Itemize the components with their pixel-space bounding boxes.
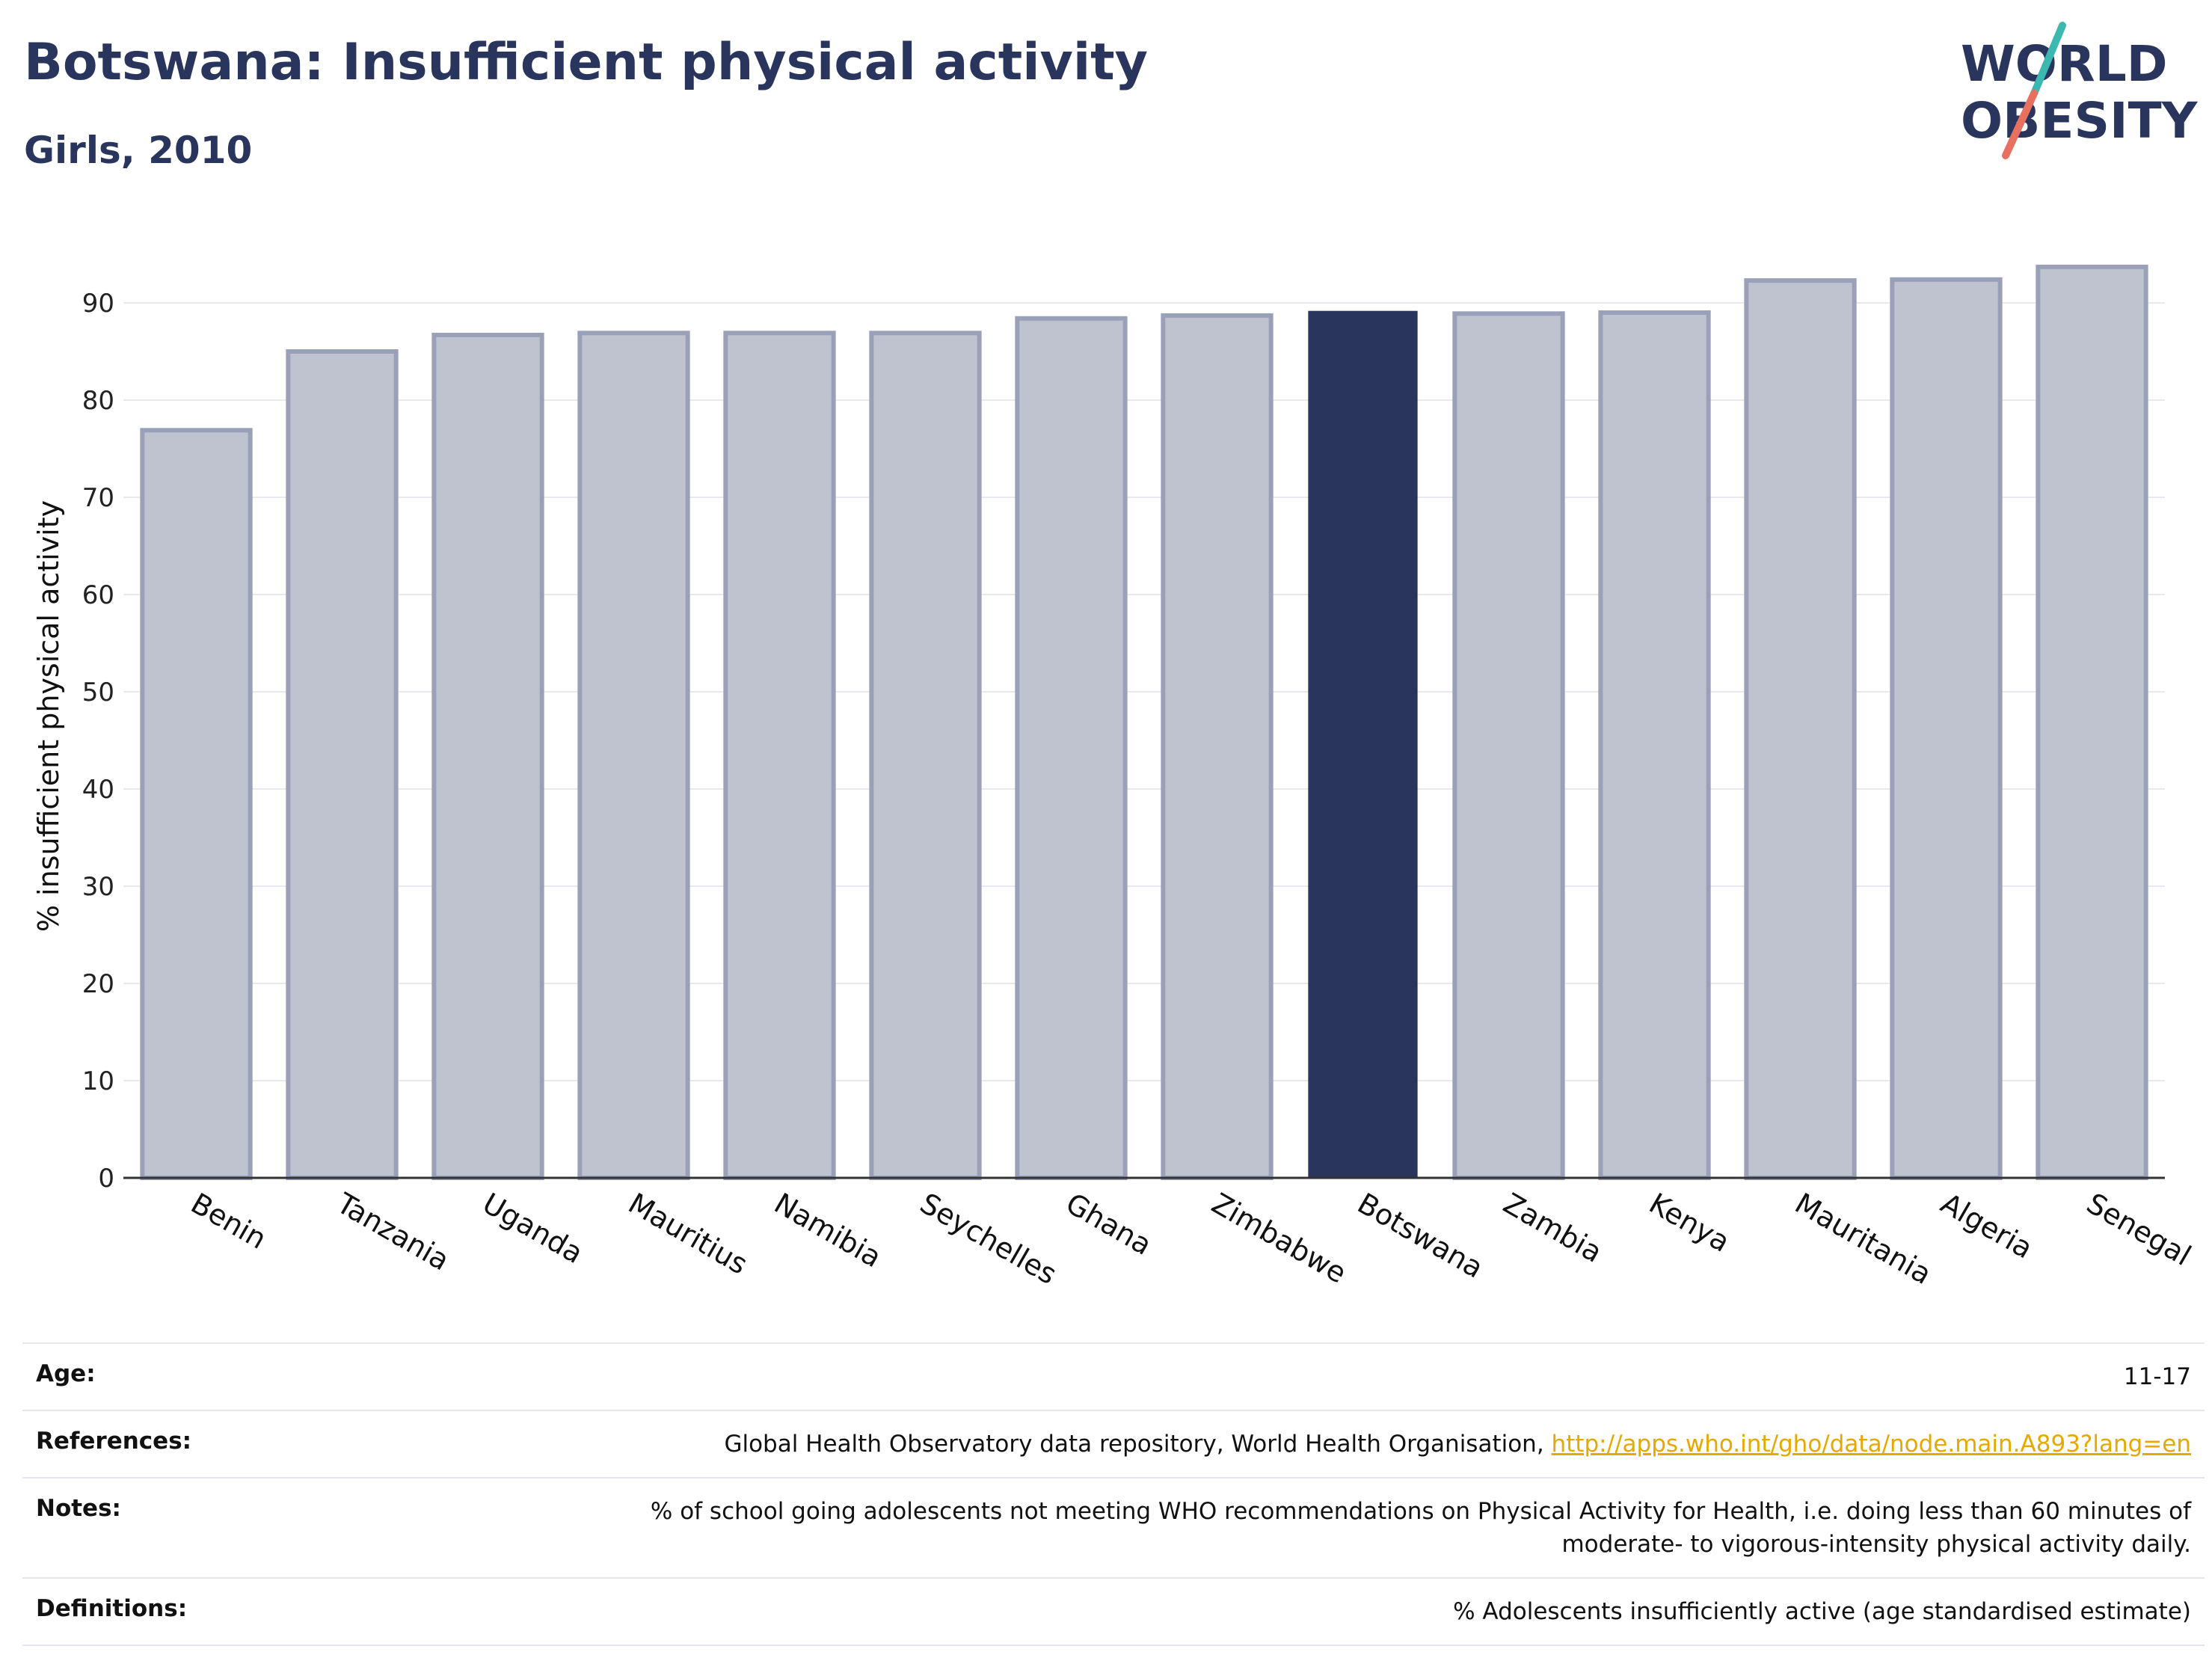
bar-chart: 0 10 20 30 40 50 60 70 80 90 Benin Tanzania Uganda M… (32, 264, 2196, 1291)
y-tick-label: 70 (82, 483, 114, 513)
x-tick-label-benin: Benin (185, 1187, 272, 1256)
y-tick-label: 60 (82, 580, 114, 610)
references-link[interactable]: http://apps.who.int/gho/data/node.main.A… (1551, 1431, 2191, 1458)
y-tick-label: 80 (82, 386, 114, 416)
y-axis-ticks: 0 10 20 30 40 50 60 70 80 90 (82, 289, 114, 1194)
logo-slash-teal (2030, 22, 2066, 97)
definitions-value: % Adolescents insufficiently active (age… (304, 1577, 2205, 1646)
bar-ghana (1015, 316, 1128, 1180)
notes-line-1: % of school going adolescents not meetin… (650, 1498, 2191, 1525)
x-tick-label-ghana: Ghana (1060, 1187, 1158, 1262)
y-tick-label: 10 (82, 1066, 114, 1096)
notes-label: Notes: (22, 1477, 304, 1578)
references-label: References: (22, 1410, 304, 1478)
bar-seychelles (869, 331, 982, 1180)
info-row-age: Age: 11-17 (22, 1342, 2205, 1410)
bar-mauritius (577, 331, 690, 1180)
info-row-references: References: Global Health Observatory da… (22, 1410, 2205, 1478)
bar-mauritania (1744, 278, 1857, 1181)
x-tick-label-tanzania: Tanzania (331, 1186, 455, 1277)
x-tick-label-mauritius: Mauritius (623, 1187, 753, 1281)
info-row-notes: Notes: % of school going adolescents not… (22, 1477, 2205, 1578)
world-obesity-logo: WORLD OBESITY (1961, 22, 2199, 159)
logo-text-obesity: OBESITY (1961, 92, 2199, 150)
bar-kenya (1598, 310, 1711, 1180)
logo-slash-red (2002, 90, 2038, 159)
y-axis-label: % insufficient physical activity (32, 500, 65, 932)
y-tick-label: 40 (82, 775, 114, 805)
bar-zimbabwe (1161, 313, 1274, 1180)
logo-text-world: WORLD (1961, 35, 2168, 93)
x-tick-label-mauritania: Mauritania (1789, 1187, 1937, 1291)
gridlines (123, 302, 2165, 1081)
y-tick-label: 30 (82, 872, 114, 902)
bar-botswana (1308, 310, 1418, 1179)
bar-zambia (1452, 311, 1565, 1180)
age-label: Age: (22, 1342, 304, 1410)
y-tick-label: 90 (82, 289, 114, 319)
x-tick-label-seychelles: Seychelles (915, 1187, 1062, 1291)
bar-namibia (723, 331, 836, 1180)
bar-algeria (1890, 277, 2003, 1180)
notes-value: % of school going adolescents not meetin… (304, 1477, 2205, 1578)
x-tick-label-algeria: Algeria (1935, 1187, 2039, 1265)
references-text: Global Health Observatory data repositor… (724, 1431, 1552, 1458)
bars (140, 264, 2148, 1181)
definitions-label: Definitions: (22, 1577, 304, 1646)
x-tick-label-senegal: Senegal (2081, 1187, 2196, 1273)
bar-benin (140, 428, 253, 1180)
chart-subtitle: Girls, 2010 (24, 129, 253, 172)
y-tick-label: 50 (82, 678, 114, 707)
chart-title: Botswana: Insufficient physical activity (24, 33, 1149, 92)
x-tick-label-botswana: Botswana (1352, 1187, 1489, 1285)
info-row-definitions: Definitions: % Adolescents insufficientl… (22, 1577, 2205, 1646)
bar-uganda (431, 332, 544, 1180)
bar-senegal (2036, 264, 2148, 1180)
x-tick-label-zambia: Zambia (1498, 1187, 1608, 1269)
notes-line-2: moderate- to vigorous-intensity physical… (1561, 1531, 2191, 1558)
bar-tanzania (286, 349, 399, 1180)
y-tick-label: 0 (98, 1164, 114, 1194)
info-table: Age: 11-17 References: Global Health Obs… (22, 1342, 2205, 1646)
x-tick-label-kenya: Kenya (1644, 1187, 1736, 1259)
x-tick-label-zimbabwe: Zimbabwe (1206, 1187, 1352, 1290)
x-axis-ticks: Benin Tanzania Uganda Mauritius Namibia Seych… (185, 1186, 2196, 1291)
age-value: 11-17 (304, 1342, 2205, 1410)
x-tick-label-namibia: Namibia (769, 1187, 887, 1274)
x-tick-label-uganda: Uganda (477, 1187, 589, 1270)
references-value: Global Health Observatory data repositor… (304, 1410, 2205, 1478)
y-tick-label: 20 (82, 969, 114, 999)
